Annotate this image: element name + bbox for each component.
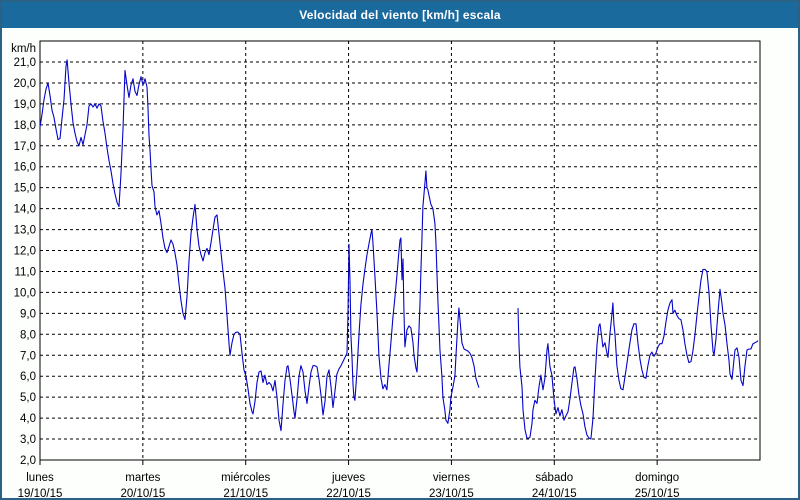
y-axis-label: 13,0 (14, 225, 36, 237)
y-axis-label: 15,0 (14, 183, 36, 195)
x-axis-day-label: jueves (331, 472, 365, 484)
x-axis-date-label: 19/10/15 (18, 488, 63, 498)
x-axis-day-label: viernes (433, 472, 470, 484)
wind-speed-chart: km/h 21,0 20,0 19,0 18,0 17,0 16,0 15,0 14,0 13,0… (11, 40, 761, 498)
y-axis-label: 2,0 (20, 455, 36, 467)
y-axis-label: 6,0 (20, 371, 36, 383)
x-axis-date-label: 24/10/15 (532, 488, 577, 498)
y-axis-label: 3,0 (20, 434, 36, 446)
y-axis-label: 12,0 (14, 246, 36, 258)
x-axis-date-label: 23/10/15 (429, 488, 474, 498)
y-axis-unit-label: km/h (11, 43, 36, 55)
chart-area: km/h 21,0 20,0 19,0 18,0 17,0 16,0 15,0 14,0 13,0… (2, 28, 798, 498)
wind-speed-line (39, 59, 480, 432)
x-axis-date-label: 20/10/15 (120, 488, 165, 498)
y-axis-label: 11,0 (14, 266, 36, 278)
y-axis-label: 17,0 (14, 141, 36, 153)
x-axis-day-label: domingo (635, 472, 679, 484)
y-axis-label: 8,0 (20, 329, 36, 341)
x-axis-date-label: 25/10/15 (635, 488, 680, 498)
plot-border (39, 40, 761, 461)
y-axis-label: 7,0 (20, 350, 36, 362)
y-axis-label: 4,0 (20, 413, 36, 425)
y-axis-label: 9,0 (20, 308, 36, 320)
y-axis-label: 21,0 (14, 57, 36, 69)
x-axis-date-label: 22/10/15 (326, 488, 371, 498)
x-axis-day-label: lunes (26, 472, 54, 484)
x-axis-date-label: 21/10/15 (223, 488, 268, 498)
x-axis-day-label: sábado (535, 472, 573, 484)
y-axis-label: 5,0 (20, 392, 36, 404)
y-axis-label: 14,0 (14, 204, 36, 216)
titlebar: Velocidad del viento [km/h] escala (2, 2, 798, 28)
window-title: Velocidad del viento [km/h] escala (299, 8, 501, 22)
x-axis-day-label: miércoles (221, 472, 270, 484)
y-axis-label: 20,0 (14, 78, 36, 90)
y-axis-label: 19,0 (14, 99, 36, 111)
y-axis-label: 10,0 (14, 287, 36, 299)
x-axis-day-label: martes (125, 472, 160, 484)
y-axis-label: 18,0 (14, 120, 36, 132)
wind-speed-line (517, 268, 759, 440)
y-axis-label: 16,0 (14, 162, 36, 174)
